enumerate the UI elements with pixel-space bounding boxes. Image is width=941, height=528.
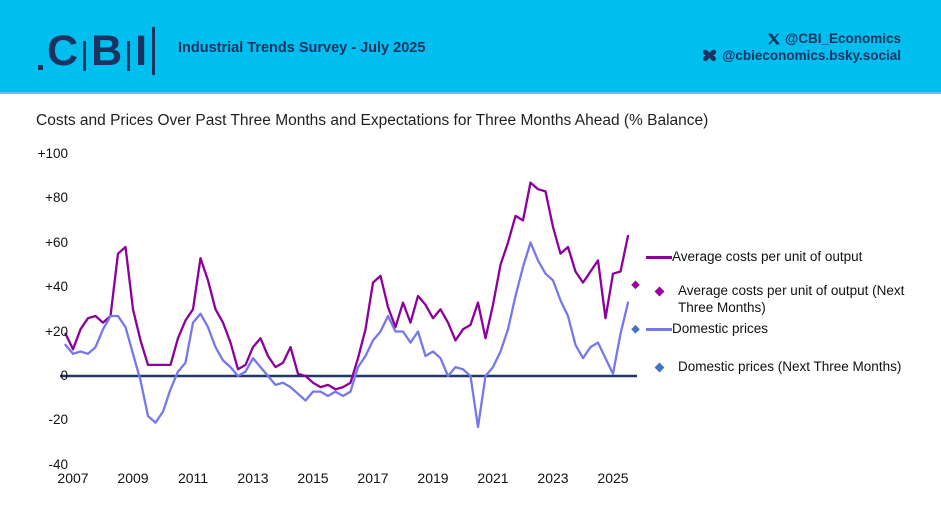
legend: Average costs per unit of output Average…: [646, 245, 938, 385]
prices_next-diamond-marker: [631, 325, 640, 334]
legend-entry-average-costs: Average costs per unit of output: [646, 249, 938, 266]
survey-title: Industrial Trends Survey - July 2025: [178, 40, 426, 56]
bluesky-butterfly-icon: [702, 49, 717, 62]
x-axis-tick-label: 2009: [117, 470, 149, 486]
x-axis-tick-label: 2023: [537, 470, 569, 486]
cbi-logo: C B I: [38, 27, 156, 75]
prices-line: [64, 241, 630, 429]
y-axis-tick-label: +20: [45, 323, 68, 339]
header-banner: C B I Industrial Trends Survey - July 20…: [0, 0, 941, 94]
legend-diamond-icon: [646, 359, 672, 373]
y-axis-tick-label: -20: [48, 412, 68, 428]
costs_next-diamond-marker: [631, 280, 640, 290]
x-twitter-icon: [768, 33, 781, 45]
x-handle-row: @CBI_Economics: [702, 30, 901, 47]
legend-line-swatch: [646, 249, 672, 259]
logo-end-bar: [152, 27, 156, 75]
logo-letter-i: I: [135, 27, 148, 75]
chart-title: Costs and Prices Over Past Three Months …: [36, 112, 709, 129]
y-axis-tick-label: +40: [45, 279, 68, 295]
legend-label: Average costs per unit of output: [672, 249, 863, 264]
legend-line-swatch: [646, 321, 672, 331]
x-axis-tick-label: 2017: [357, 470, 389, 486]
bluesky-handle-row: @cbieconomics.bsky.social: [702, 47, 901, 64]
x-axis-tick-label: 2011: [177, 470, 209, 486]
legend-label: Average costs per unit of output (Next T…: [678, 283, 905, 315]
y-axis-tick-label: +100: [37, 145, 68, 161]
x-axis-tick-label: 2013: [237, 470, 269, 486]
y-axis-tick-label: 0: [60, 368, 68, 383]
legend-diamond-icon: [646, 283, 672, 297]
logo-letter-c: C: [47, 27, 79, 75]
y-axis-tick-label: +60: [45, 234, 68, 250]
x-axis-tick-label: 2019: [417, 470, 449, 486]
x-axis-tick-label: 2021: [477, 470, 509, 486]
costs-line: [64, 181, 630, 391]
logo-letter-b: B: [91, 27, 123, 75]
x-handle: @CBI_Economics: [785, 31, 901, 46]
x-axis-tick-label: 2025: [597, 470, 629, 486]
y-axis-tick-label: +80: [45, 190, 68, 206]
logo-divider-bar: [127, 41, 131, 71]
legend-entry-average-costs-next: Average costs per unit of output (Next T…: [646, 283, 938, 316]
logo-dot: [38, 65, 43, 70]
y-axis-tick-label: -40: [48, 456, 68, 472]
legend-entry-domestic-prices: Domestic prices: [646, 321, 938, 338]
legend-entry-domestic-prices-next: Domestic prices (Next Three Months): [646, 359, 938, 376]
legend-label: Domestic prices: [672, 321, 769, 336]
legend-label: Domestic prices (Next Three Months): [678, 359, 902, 374]
bluesky-handle: @cbieconomics.bsky.social: [722, 48, 901, 63]
social-handles: @CBI_Economics @cbieconomics.bsky.social: [702, 30, 901, 64]
x-axis-tick-label: 2015: [297, 470, 329, 486]
logo-divider-bar: [83, 41, 87, 71]
x-axis-tick-label: 2007: [57, 470, 89, 486]
